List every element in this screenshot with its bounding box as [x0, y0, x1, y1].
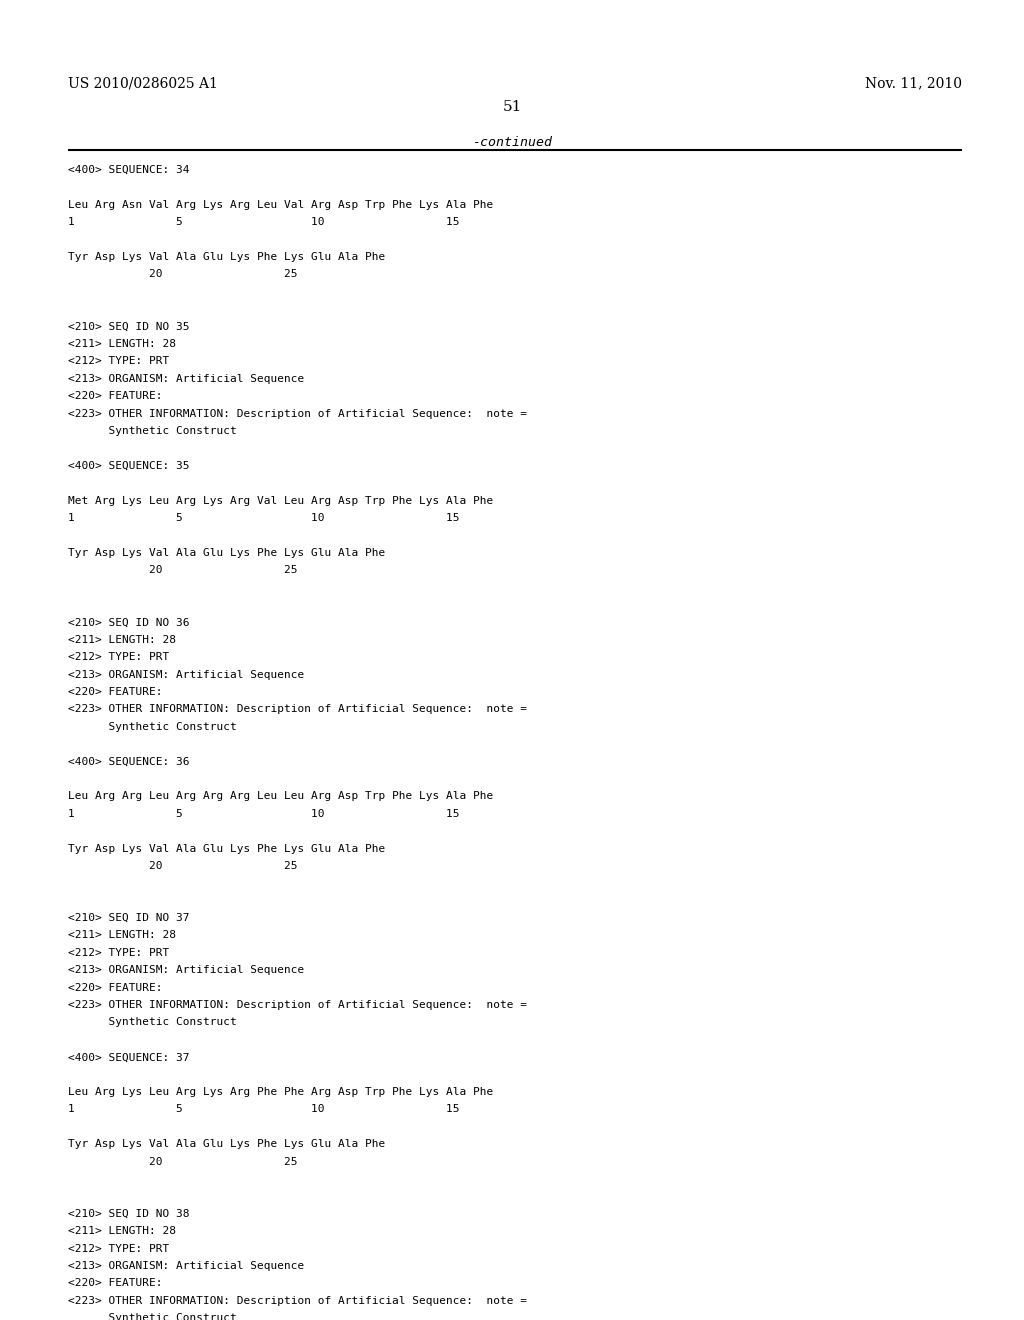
Text: <211> LENGTH: 28: <211> LENGTH: 28 — [68, 1226, 176, 1237]
Text: <220> FEATURE:: <220> FEATURE: — [68, 391, 163, 401]
Text: <212> TYPE: PRT: <212> TYPE: PRT — [68, 356, 169, 367]
Text: <400> SEQUENCE: 36: <400> SEQUENCE: 36 — [68, 756, 189, 767]
Text: <223> OTHER INFORMATION: Description of Artificial Sequence:  note =: <223> OTHER INFORMATION: Description of … — [68, 705, 527, 714]
Text: Synthetic Construct: Synthetic Construct — [68, 722, 237, 731]
Text: 1               5                   10                  15: 1 5 10 15 — [68, 513, 460, 523]
Text: Synthetic Construct: Synthetic Construct — [68, 1018, 237, 1027]
Text: Nov. 11, 2010: Nov. 11, 2010 — [865, 77, 962, 91]
Text: <223> OTHER INFORMATION: Description of Artificial Sequence:  note =: <223> OTHER INFORMATION: Description of … — [68, 1001, 527, 1010]
Text: 20                  25: 20 25 — [68, 1156, 298, 1167]
Text: <213> ORGANISM: Artificial Sequence: <213> ORGANISM: Artificial Sequence — [68, 965, 304, 975]
Text: 20                  25: 20 25 — [68, 269, 298, 280]
Text: Met Arg Lys Leu Arg Lys Arg Val Leu Arg Asp Trp Phe Lys Ala Phe: Met Arg Lys Leu Arg Lys Arg Val Leu Arg … — [68, 495, 494, 506]
Text: <400> SEQUENCE: 34: <400> SEQUENCE: 34 — [68, 165, 189, 176]
Text: <211> LENGTH: 28: <211> LENGTH: 28 — [68, 931, 176, 940]
Text: <211> LENGTH: 28: <211> LENGTH: 28 — [68, 635, 176, 644]
Text: 1               5                   10                  15: 1 5 10 15 — [68, 809, 460, 818]
Text: Leu Arg Asn Val Arg Lys Arg Leu Val Arg Asp Trp Phe Lys Ala Phe: Leu Arg Asn Val Arg Lys Arg Leu Val Arg … — [68, 199, 494, 210]
Text: <400> SEQUENCE: 37: <400> SEQUENCE: 37 — [68, 1052, 189, 1063]
Text: Tyr Asp Lys Val Ala Glu Lys Phe Lys Glu Ala Phe: Tyr Asp Lys Val Ala Glu Lys Phe Lys Glu … — [68, 1139, 385, 1150]
Text: -continued: -continued — [472, 136, 552, 149]
Text: <212> TYPE: PRT: <212> TYPE: PRT — [68, 948, 169, 958]
Text: <210> SEQ ID NO 36: <210> SEQ ID NO 36 — [68, 618, 189, 627]
Text: 1               5                   10                  15: 1 5 10 15 — [68, 1105, 460, 1114]
Text: <220> FEATURE:: <220> FEATURE: — [68, 686, 163, 697]
Text: <213> ORGANISM: Artificial Sequence: <213> ORGANISM: Artificial Sequence — [68, 374, 304, 384]
Text: Tyr Asp Lys Val Ala Glu Lys Phe Lys Glu Ala Phe: Tyr Asp Lys Val Ala Glu Lys Phe Lys Glu … — [68, 548, 385, 558]
Text: <210> SEQ ID NO 38: <210> SEQ ID NO 38 — [68, 1209, 189, 1218]
Text: 20                  25: 20 25 — [68, 861, 298, 871]
Text: Tyr Asp Lys Val Ala Glu Lys Phe Lys Glu Ala Phe: Tyr Asp Lys Val Ala Glu Lys Phe Lys Glu … — [68, 252, 385, 261]
Text: <220> FEATURE:: <220> FEATURE: — [68, 1279, 163, 1288]
Text: <210> SEQ ID NO 37: <210> SEQ ID NO 37 — [68, 913, 189, 923]
Text: <212> TYPE: PRT: <212> TYPE: PRT — [68, 1243, 169, 1254]
Text: <223> OTHER INFORMATION: Description of Artificial Sequence:  note =: <223> OTHER INFORMATION: Description of … — [68, 1296, 527, 1305]
Text: <211> LENGTH: 28: <211> LENGTH: 28 — [68, 339, 176, 348]
Text: <400> SEQUENCE: 35: <400> SEQUENCE: 35 — [68, 461, 189, 471]
Text: Synthetic Construct: Synthetic Construct — [68, 1313, 237, 1320]
Text: US 2010/0286025 A1: US 2010/0286025 A1 — [68, 77, 218, 91]
Text: Synthetic Construct: Synthetic Construct — [68, 426, 237, 436]
Text: 1               5                   10                  15: 1 5 10 15 — [68, 218, 460, 227]
Text: 51: 51 — [503, 100, 521, 115]
Text: <220> FEATURE:: <220> FEATURE: — [68, 982, 163, 993]
Text: Leu Arg Arg Leu Arg Arg Arg Leu Leu Arg Asp Trp Phe Lys Ala Phe: Leu Arg Arg Leu Arg Arg Arg Leu Leu Arg … — [68, 791, 494, 801]
Text: <210> SEQ ID NO 35: <210> SEQ ID NO 35 — [68, 322, 189, 331]
Text: Tyr Asp Lys Val Ala Glu Lys Phe Lys Glu Ala Phe: Tyr Asp Lys Val Ala Glu Lys Phe Lys Glu … — [68, 843, 385, 854]
Text: <213> ORGANISM: Artificial Sequence: <213> ORGANISM: Artificial Sequence — [68, 669, 304, 680]
Text: 20                  25: 20 25 — [68, 565, 298, 576]
Text: <223> OTHER INFORMATION: Description of Artificial Sequence:  note =: <223> OTHER INFORMATION: Description of … — [68, 409, 527, 418]
Text: Leu Arg Lys Leu Arg Lys Arg Phe Phe Arg Asp Trp Phe Lys Ala Phe: Leu Arg Lys Leu Arg Lys Arg Phe Phe Arg … — [68, 1088, 494, 1097]
Text: <212> TYPE: PRT: <212> TYPE: PRT — [68, 652, 169, 663]
Text: <213> ORGANISM: Artificial Sequence: <213> ORGANISM: Artificial Sequence — [68, 1261, 304, 1271]
